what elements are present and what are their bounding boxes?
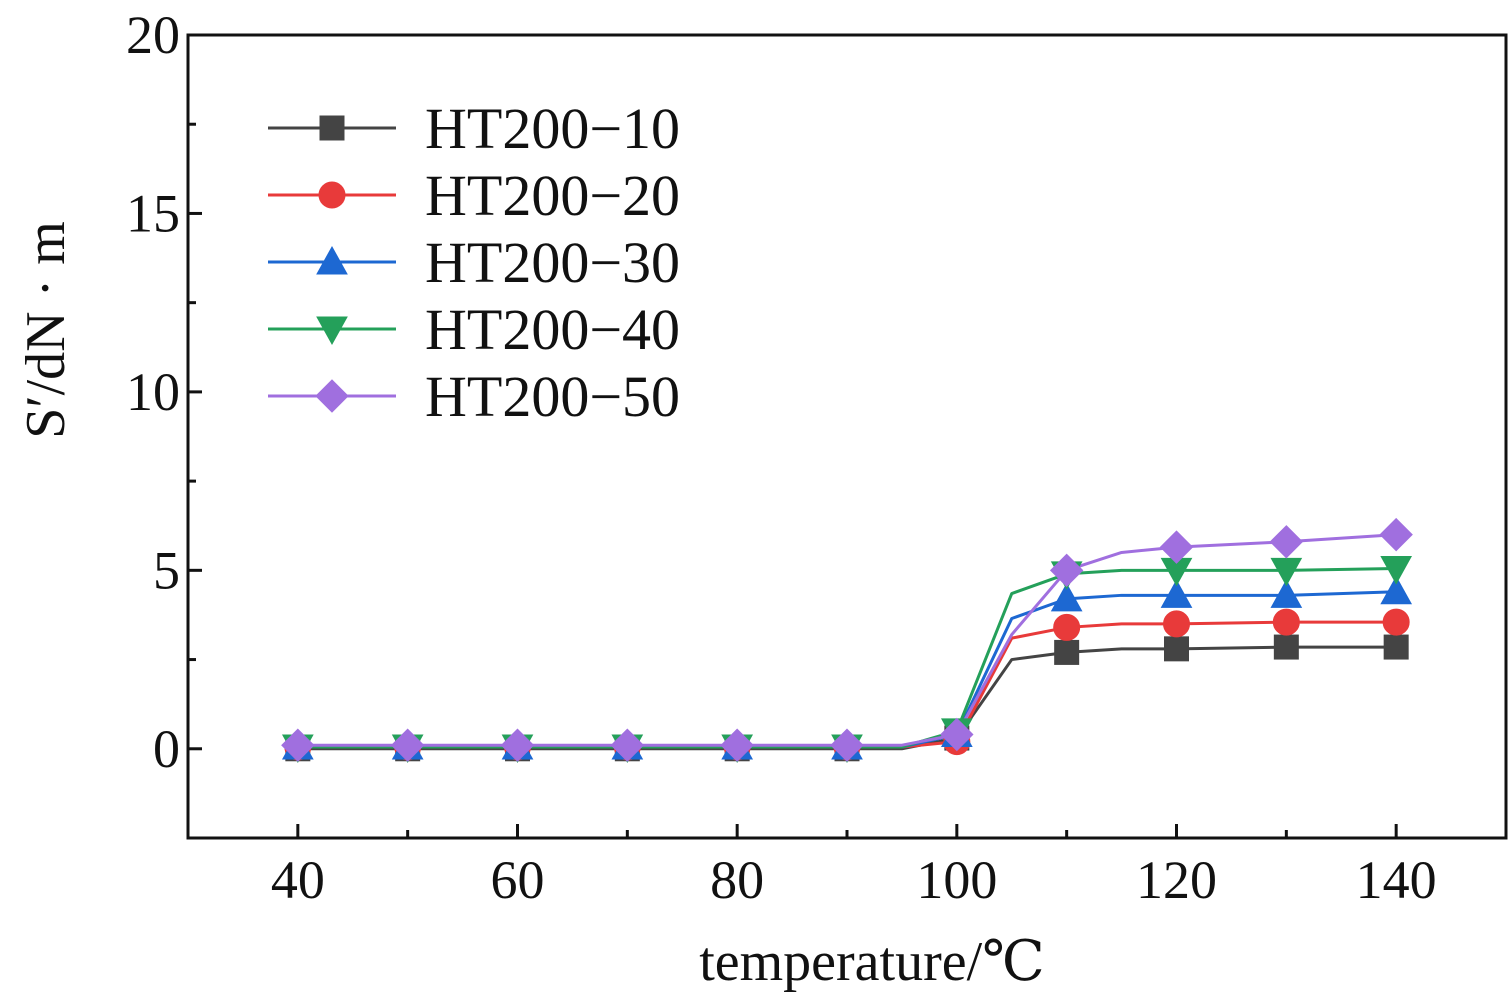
data-point: [1053, 613, 1081, 641]
series-line-2: [297, 620, 1397, 749]
x-tick-label: 120: [1136, 850, 1217, 910]
data-point: [1380, 556, 1413, 585]
data-point: [500, 728, 535, 762]
data-point: [940, 717, 974, 752]
y-tick-label: 0: [153, 719, 180, 779]
data-point: [1049, 553, 1084, 588]
x-tick-label: 60: [491, 850, 545, 910]
data-point: [390, 728, 425, 762]
series-lines: [297, 533, 1397, 751]
legend-marker: [315, 379, 349, 413]
data-point: [1380, 575, 1413, 605]
data-point: [720, 728, 754, 762]
data-point: [830, 728, 864, 762]
y-axis-title: S′/dN · m: [15, 221, 77, 439]
data-point: [1160, 579, 1193, 608]
legend-marker: [316, 316, 348, 346]
data-point: [281, 728, 315, 762]
legend-label: HT200−10: [425, 96, 680, 161]
legend-label: HT200−20: [425, 163, 680, 228]
data-point: [1050, 582, 1083, 612]
x-tick-label: 100: [916, 850, 997, 910]
y-tick-label: 10: [126, 362, 180, 422]
x-axis-title: temperature/℃: [699, 931, 1045, 993]
data-point: [1379, 517, 1413, 552]
data-point: [1163, 610, 1190, 638]
y-tick-label: 20: [126, 5, 180, 65]
legend-label: HT200−50: [425, 364, 680, 429]
series-line-5: [297, 533, 1397, 747]
legend-marker: [316, 245, 348, 275]
plot-frame: [186, 33, 1508, 840]
axis-ticks: 40 60 80 100 120 140 0 5 10 15 20: [126, 5, 1437, 910]
y-tick-label: 5: [153, 540, 180, 600]
data-point: [1164, 636, 1189, 662]
data-point: [1269, 525, 1304, 559]
x-tick-label: 140: [1356, 850, 1437, 910]
data-point: [1159, 530, 1194, 564]
series-markers: [281, 517, 1413, 764]
data-point: [610, 728, 645, 762]
data-point: [1383, 634, 1409, 660]
series-line-3: [297, 590, 1397, 749]
x-tick-label: 80: [710, 850, 764, 910]
x-tick-label: 40: [271, 850, 325, 910]
y-tick-label: 15: [126, 183, 180, 243]
legend-label: HT200−30: [425, 230, 680, 295]
legend-label: HT200−40: [425, 297, 680, 362]
legend-marker: [318, 181, 346, 209]
data-point: [1272, 608, 1300, 636]
data-point: [1273, 634, 1299, 660]
data-point: [1054, 639, 1080, 665]
data-point: [1270, 579, 1303, 608]
legend-marker: [319, 115, 345, 141]
data-point: [1382, 608, 1410, 636]
